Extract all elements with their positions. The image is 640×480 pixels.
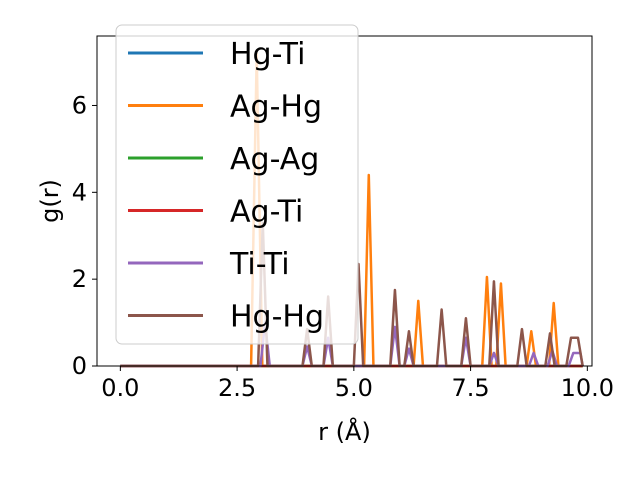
y-tick-label: 6 (72, 91, 87, 119)
y-ticks: 0 2 4 6 (72, 91, 97, 380)
x-tick-label: 5.0 (335, 374, 373, 402)
x-tick-label: 10.0 (561, 374, 614, 402)
legend-label: Ag-Ti (230, 195, 303, 230)
y-axis-label: g(r) (36, 179, 64, 223)
y-tick-label: 0 (72, 352, 87, 380)
x-tick-label: 7.5 (451, 374, 489, 402)
x-ticks: 0.0 2.5 5.0 7.5 10.0 (101, 366, 614, 402)
x-tick-label: 2.5 (218, 374, 256, 402)
x-axis-label: r (Å) (318, 417, 371, 446)
legend-label: Hg-Ti (230, 37, 305, 72)
legend-label: Hg-Hg (230, 300, 324, 335)
y-tick-label: 4 (72, 178, 87, 206)
legend-label: Ag-Hg (230, 90, 322, 125)
legend-box (115, 24, 359, 345)
legend: Hg-Ti Ag-Hg Ag-Ag Ag-Ti Ti-Ti Hg-Hg (115, 24, 359, 345)
legend-label: Ti-Ti (229, 247, 290, 282)
y-tick-label: 2 (72, 265, 87, 293)
legend-label: Ag-Ag (230, 142, 319, 177)
x-tick-label: 0.0 (101, 374, 139, 402)
